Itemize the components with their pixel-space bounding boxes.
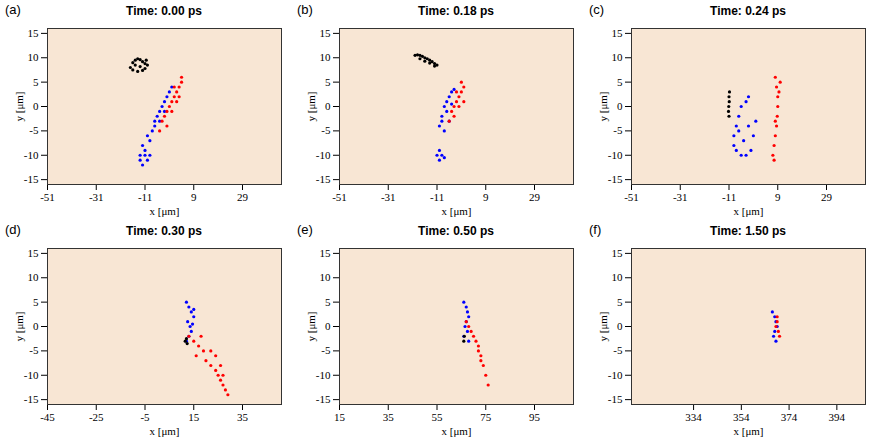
svg-text:y [μm]: y [μm]	[305, 91, 317, 121]
svg-text:-31: -31	[673, 191, 688, 203]
svg-text:15: 15	[320, 247, 332, 259]
svg-text:-5: -5	[613, 344, 623, 356]
svg-text:10: 10	[28, 51, 40, 63]
svg-text:-5: -5	[321, 124, 331, 136]
svg-text:0: 0	[617, 320, 623, 332]
svg-text:10: 10	[612, 51, 624, 63]
svg-text:-5: -5	[29, 124, 39, 136]
svg-text:-5: -5	[140, 411, 150, 423]
svg-text:-15: -15	[316, 173, 331, 185]
svg-text:-51: -51	[40, 191, 55, 203]
svg-text:-31: -31	[89, 191, 104, 203]
svg-text:0: 0	[33, 320, 39, 332]
svg-text:55: 55	[432, 411, 444, 423]
svg-text:y [μm]: y [μm]	[13, 311, 25, 341]
svg-text:5: 5	[617, 76, 623, 88]
svg-text:-10: -10	[316, 149, 331, 161]
svg-text:-15: -15	[608, 173, 623, 185]
html-text:(b): (b)	[297, 2, 313, 17]
html-text:Time: 1.50 ps: Time: 1.50 ps	[710, 224, 786, 238]
svg-text:-11: -11	[430, 191, 444, 203]
svg-text:-51: -51	[624, 191, 639, 203]
svg-text:-45: -45	[40, 411, 55, 423]
svg-text:10: 10	[612, 271, 624, 283]
svg-text:-5: -5	[321, 344, 331, 356]
svg-text:374: 374	[781, 411, 798, 423]
svg-text:x [μm]: x [μm]	[733, 205, 763, 217]
html-text:(d): (d)	[5, 222, 21, 237]
html-text:(a): (a)	[5, 2, 21, 17]
svg-text:0: 0	[33, 100, 39, 112]
svg-text:-10: -10	[316, 369, 331, 381]
svg-text:x [μm]: x [μm]	[733, 425, 763, 437]
svg-text:9: 9	[775, 191, 781, 203]
svg-text:10: 10	[320, 271, 332, 283]
svg-text:x [μm]: x [μm]	[441, 205, 471, 217]
svg-text:-10: -10	[24, 149, 39, 161]
html-text:Time: 0.50 ps: Time: 0.50 ps	[418, 224, 494, 238]
svg-text:y [μm]: y [μm]	[597, 91, 609, 121]
svg-text:-15: -15	[24, 173, 39, 185]
svg-text:x [μm]: x [μm]	[149, 425, 179, 437]
svg-text:5: 5	[617, 296, 623, 308]
svg-text:-15: -15	[608, 393, 623, 405]
svg-text:75: 75	[480, 411, 492, 423]
html-text:Time: 0.00 ps: Time: 0.00 ps	[126, 4, 202, 18]
svg-text:5: 5	[325, 76, 331, 88]
svg-text:15: 15	[612, 247, 624, 259]
svg-text:29: 29	[237, 191, 249, 203]
svg-text:29: 29	[821, 191, 833, 203]
svg-text:15: 15	[320, 27, 332, 39]
svg-text:-25: -25	[89, 411, 104, 423]
html-text:Time: 0.18 ps: Time: 0.18 ps	[418, 4, 494, 18]
svg-text:-51: -51	[332, 191, 347, 203]
svg-text:-10: -10	[608, 149, 623, 161]
svg-text:0: 0	[325, 100, 331, 112]
svg-text:29: 29	[529, 191, 541, 203]
html-text:Time: 0.24 ps: Time: 0.24 ps	[710, 4, 786, 18]
svg-text:15: 15	[188, 411, 200, 423]
svg-text:y [μm]: y [μm]	[597, 311, 609, 341]
svg-text:5: 5	[33, 296, 39, 308]
svg-text:x [μm]: x [μm]	[441, 425, 471, 437]
html-text:(c): (c)	[589, 2, 605, 17]
svg-text:35: 35	[383, 411, 395, 423]
svg-text:y [μm]: y [μm]	[305, 311, 317, 341]
svg-text:-11: -11	[722, 191, 736, 203]
svg-text:-31: -31	[381, 191, 396, 203]
svg-text:35: 35	[237, 411, 249, 423]
svg-text:-5: -5	[29, 344, 39, 356]
svg-text:y [μm]: y [μm]	[13, 91, 25, 121]
svg-text:15: 15	[28, 247, 40, 259]
svg-text:9: 9	[191, 191, 197, 203]
svg-text:-11: -11	[138, 191, 152, 203]
svg-text:-5: -5	[613, 124, 623, 136]
svg-text:10: 10	[28, 271, 40, 283]
svg-text:0: 0	[325, 320, 331, 332]
html-text:(e): (e)	[297, 222, 313, 237]
svg-text:95: 95	[529, 411, 541, 423]
svg-text:15: 15	[612, 27, 624, 39]
svg-text:15: 15	[28, 27, 40, 39]
svg-text:5: 5	[325, 296, 331, 308]
svg-text:10: 10	[320, 51, 332, 63]
svg-text:394: 394	[829, 411, 846, 423]
svg-text:0: 0	[617, 100, 623, 112]
svg-text:-15: -15	[316, 393, 331, 405]
svg-text:5: 5	[33, 76, 39, 88]
svg-text:-10: -10	[608, 369, 623, 381]
svg-text:x [μm]: x [μm]	[149, 205, 179, 217]
svg-text:334: 334	[685, 411, 702, 423]
svg-text:-10: -10	[24, 369, 39, 381]
svg-text:15: 15	[334, 411, 346, 423]
html-text:(f): (f)	[589, 222, 602, 237]
svg-text:-15: -15	[24, 393, 39, 405]
svg-text:9: 9	[483, 191, 489, 203]
svg-text:354: 354	[733, 411, 750, 423]
html-text:Time: 0.30 ps: Time: 0.30 ps	[126, 224, 202, 238]
